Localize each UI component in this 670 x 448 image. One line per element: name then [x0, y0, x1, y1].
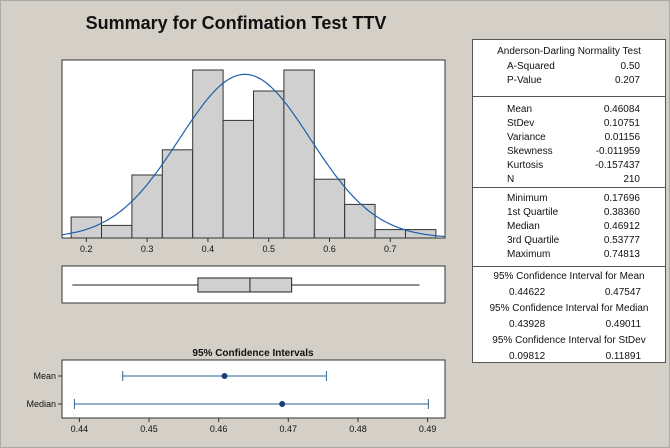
ci-mean-title: 95% Confidence Interval for Mean — [493, 271, 645, 282]
stat-value: 0.38360 — [603, 207, 640, 218]
stat-value: 0.207 — [614, 75, 640, 86]
stat-label: 1st Quartile — [507, 207, 559, 218]
histogram-tick-label: 0.5 — [262, 244, 275, 254]
stat-row: 3rd Quartile 0.53777 — [473, 234, 665, 248]
histogram-tick-label: 0.4 — [202, 244, 215, 254]
histogram-bar — [253, 90, 285, 239]
stat-label: 3rd Quartile — [507, 235, 560, 246]
ci-point — [279, 401, 286, 407]
ci-mean-values: 0.44622 0.47547 — [473, 285, 665, 301]
stat-row: Variance 0.01156 — [473, 131, 665, 145]
ci-x-tick-label: 0.47 — [280, 424, 298, 434]
ci-median-values: 0.43928 0.49011 — [473, 317, 665, 333]
ci-category-label: Median — [26, 399, 56, 409]
stat-value: 0.17696 — [603, 193, 640, 204]
stat-label: Variance — [507, 132, 546, 143]
histogram-bar — [101, 224, 133, 239]
stat-value: 0.46912 — [603, 221, 640, 232]
ci-high: 0.49011 — [605, 319, 641, 330]
statistics-panel: Anderson-Darling Normality Test A-Square… — [472, 39, 666, 363]
stat-label: Mean — [507, 104, 533, 115]
stat-label: Median — [507, 221, 540, 232]
normality-test-title: Anderson-Darling Normality Test — [497, 46, 641, 57]
histogram-tick-label: 0.6 — [323, 244, 336, 254]
ci-high: 0.11891 — [605, 351, 641, 362]
histogram-bar — [161, 149, 194, 239]
stat-label: Kurtosis — [507, 160, 544, 171]
ci-marks: Mean Median — [26, 371, 429, 409]
histogram-bar — [344, 203, 376, 239]
histogram-bar — [222, 119, 255, 239]
stat-row: StDev 0.10751 — [473, 117, 665, 131]
stat-row: Minimum 0.17696 — [473, 192, 665, 206]
ci-median-title: 95% Confidence Interval for Median — [489, 303, 649, 314]
stat-value: 0.50 — [620, 61, 640, 72]
confidence-intervals-section: 95% Confidence Interval for Mean 0.44622… — [473, 269, 665, 365]
ci-x-tick-label: 0.48 — [349, 424, 367, 434]
histogram-tick-label: 0.7 — [384, 244, 397, 254]
ci-chart-title: 95% Confidence Intervals — [192, 348, 314, 359]
stat-value: 210 — [623, 174, 640, 185]
ci-low: 0.44622 — [509, 287, 546, 298]
ci-low: 0.09812 — [509, 351, 546, 362]
ci-panel — [61, 359, 446, 419]
stat-row: Median 0.46912 — [473, 220, 665, 234]
ci-x-tick-label: 0.44 — [71, 424, 89, 434]
boxplot — [72, 277, 420, 293]
stat-row: P-Value 0.207 — [473, 74, 665, 88]
stat-value: 0.74813 — [603, 249, 640, 260]
ci-stdev-values: 0.09812 0.11891 — [473, 349, 665, 365]
stat-label: A-Squared — [507, 61, 555, 72]
stat-row: Maximum 0.74813 — [473, 248, 665, 262]
stat-label: Maximum — [507, 249, 551, 260]
plots-area: 0.2 0.3 0.4 0.5 0.6 0.7 95% Confidence Interv… — [26, 59, 446, 434]
stat-label: N — [507, 174, 515, 185]
stat-row: Skewness -0.011959 — [473, 145, 665, 159]
ci-x-tick-label: 0.46 — [210, 424, 228, 434]
ci-stdev-title: 95% Confidence Interval for StDev — [492, 335, 646, 346]
stat-value: 0.46084 — [603, 104, 640, 115]
ci-high: 0.47547 — [604, 287, 641, 298]
stat-value: -0.011959 — [595, 146, 640, 157]
stat-value: 0.10751 — [603, 118, 640, 129]
stat-row: Kurtosis -0.157437 — [473, 159, 665, 173]
histogram-x-ticks: 0.2 0.3 0.4 0.5 0.6 0.7 — [80, 238, 397, 254]
stat-row: 1st Quartile 0.38360 — [473, 206, 665, 220]
boxplot-box — [197, 277, 293, 293]
histogram-bar — [283, 69, 315, 239]
histogram-bar — [374, 229, 406, 239]
moments-section: Mean 0.46084 StDev 0.10751 Variance 0.01156… — [473, 97, 665, 188]
stat-value: -0.157437 — [594, 160, 640, 171]
stat-label: Minimum — [507, 193, 548, 204]
quartiles-section: Minimum 0.17696 1st Quartile 0.38360 Media… — [473, 188, 665, 267]
ci-low: 0.43928 — [509, 319, 546, 330]
stat-label: Skewness — [507, 146, 553, 157]
report-title: Summary for Confimation Test TTV — [85, 13, 387, 33]
stat-row: N 210 — [473, 173, 665, 187]
stat-label: P-Value — [507, 75, 542, 86]
stat-value: 0.53777 — [603, 235, 640, 246]
ci-point — [221, 373, 228, 379]
histogram-bar — [192, 69, 224, 239]
histogram-bar — [70, 216, 103, 239]
normality-test-section: Anderson-Darling Normality Test A-Square… — [473, 40, 665, 97]
ci-x-tick-label: 0.49 — [419, 424, 437, 434]
stat-value: 0.01156 — [604, 132, 640, 143]
histogram-bar — [313, 178, 346, 239]
normal-fit-curve — [61, 73, 446, 238]
ci-x-tick-label: 0.45 — [140, 424, 158, 434]
stat-row: A-Squared 0.50 — [473, 60, 665, 74]
ci-category-label: Mean — [33, 371, 56, 381]
stat-label: StDev — [507, 118, 535, 129]
stat-row: Mean 0.46084 — [473, 103, 665, 117]
histogram-tick-label: 0.3 — [141, 244, 154, 254]
ci-x-ticks: 0.44 0.45 0.46 0.47 0.48 0.49 — [71, 418, 437, 434]
histogram-tick-label: 0.2 — [80, 244, 93, 254]
